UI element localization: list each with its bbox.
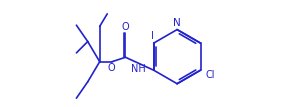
Text: Cl: Cl [206, 70, 215, 80]
Text: N: N [173, 18, 181, 28]
Text: I: I [151, 31, 154, 41]
Text: NH: NH [131, 64, 146, 74]
Text: O: O [122, 22, 129, 32]
Text: O: O [108, 63, 115, 73]
